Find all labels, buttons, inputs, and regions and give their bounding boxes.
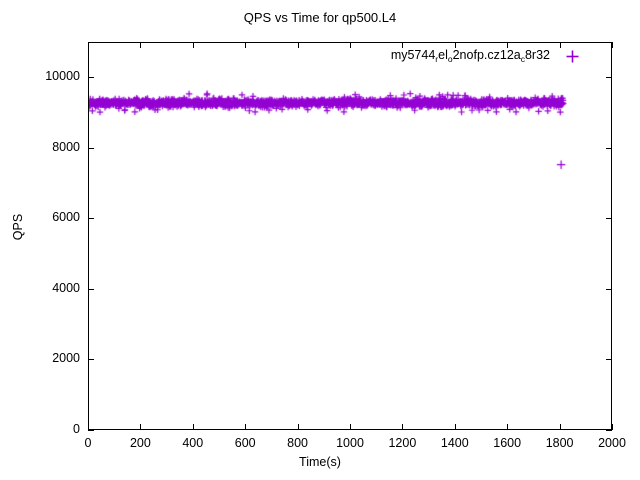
y-tick-right [606, 288, 612, 290]
x-tick [350, 424, 351, 430]
x-axis-title: Time(s) [299, 455, 341, 469]
x-tick [245, 424, 247, 430]
y-tick [88, 430, 94, 431]
y-tick [88, 77, 94, 79]
y-tick-label: 4000 [52, 280, 80, 295]
legend-text-sub3: c [520, 53, 525, 64]
y-tick-right [606, 77, 612, 79]
x-tick [402, 424, 404, 430]
y-tick-label: 8000 [52, 139, 80, 154]
legend-text-p3: 2nofp.cz12a [452, 48, 521, 62]
x-tick-label: 1000 [336, 436, 364, 450]
y-tick-label: 6000 [52, 210, 80, 225]
y-tick-label: 10000 [45, 69, 80, 84]
x-tick-label: 600 [234, 436, 256, 450]
x-tick [140, 424, 142, 430]
x-tick-label: 800 [287, 436, 309, 450]
x-tick-top [507, 42, 509, 48]
y-tick [88, 288, 94, 290]
x-tick [612, 424, 613, 430]
x-tick [192, 424, 194, 430]
x-tick [88, 424, 89, 430]
x-tick-top [559, 42, 561, 48]
chart-title: QPS vs Time for qp500.L4 [243, 10, 397, 25]
x-tick-top [612, 42, 613, 48]
x-tick [559, 424, 561, 430]
legend-entry-label: my5744relo2nofp.cz12ac8r32 [390, 48, 550, 64]
x-tick-label: 1400 [440, 436, 469, 450]
data-series-points [89, 43, 611, 429]
y-tick [88, 147, 94, 149]
x-tick-label: 400 [182, 436, 204, 450]
x-tick-top [454, 42, 456, 48]
x-tick-label: 0 [84, 436, 92, 450]
legend-text-p4: 8r32 [524, 48, 550, 62]
x-tick-top [245, 42, 247, 48]
y-tick [88, 218, 94, 220]
x-tick-label: 200 [129, 436, 151, 450]
y-tick [88, 359, 94, 361]
x-tick-label: 1800 [545, 436, 574, 450]
x-tick-top [140, 42, 142, 48]
x-tick [454, 424, 456, 430]
x-tick-top [350, 42, 351, 48]
legend-text-sub1: r [435, 53, 439, 64]
x-tick-top [297, 42, 299, 48]
legend-key-plus-icon [566, 50, 579, 63]
y-tick-right [606, 359, 612, 361]
plot-area [88, 42, 612, 430]
x-tick-top [192, 42, 194, 48]
y-tick-right [606, 430, 612, 431]
y-tick-label: 2000 [52, 351, 80, 366]
x-tick-label: 2000 [598, 436, 626, 450]
y-tick-right [606, 147, 612, 149]
legend: my5744relo2nofp.cz12ac8r32 [335, 46, 595, 68]
x-tick-label: 1200 [388, 436, 417, 450]
y-tick-right [606, 218, 612, 220]
plot-inner [89, 43, 611, 429]
legend-text-p2: el [438, 48, 448, 62]
y-axis-title: QPS [11, 213, 25, 241]
legend-text-sub2: o [447, 53, 453, 64]
x-tick [507, 424, 509, 430]
x-tick-top [88, 42, 89, 48]
y-tick-label: 0 [73, 422, 80, 436]
x-tick [297, 424, 299, 430]
x-tick-label: 1600 [493, 436, 522, 450]
x-tick-top [402, 42, 404, 48]
legend-text-p1: my5744 [390, 48, 436, 62]
